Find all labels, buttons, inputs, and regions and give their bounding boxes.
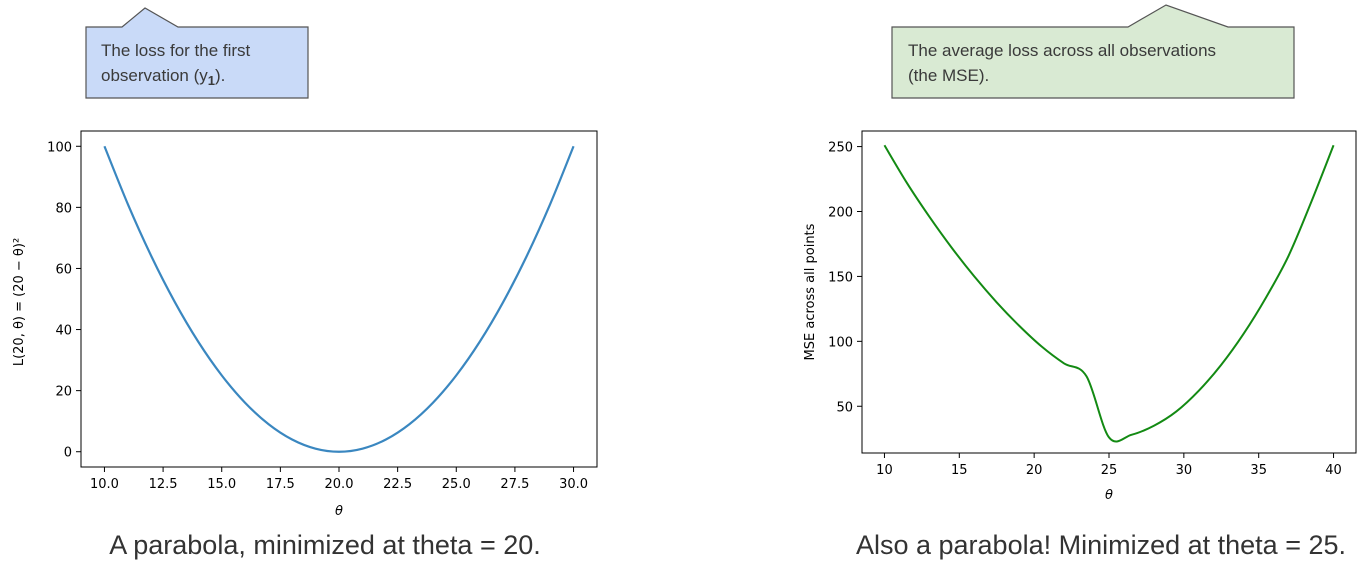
x-tick-label: 12.5 [149, 477, 178, 492]
y-tick-label: 50 [836, 400, 853, 415]
callout-1-line2: observation (y1). [101, 66, 225, 88]
callout-first-observation: The loss for the first observation (y1). [85, 7, 309, 99]
y-tick-label: 20 [55, 385, 72, 400]
x-ticks: 10 15 20 25 30 35 40 [876, 453, 1342, 478]
mse-chart: 50 100 150 200 250 10 15 20 25 30 35 40 θ MSE acro… [803, 130, 1357, 503]
y-tick-label: 100 [828, 335, 853, 350]
x-tick-label: 15.0 [207, 477, 236, 492]
callout-box-2 [891, 4, 1295, 99]
y-ticks: 50 100 150 200 250 [828, 141, 862, 415]
x-axis-label: θ [335, 504, 343, 519]
y-tick-label: 60 [55, 262, 72, 277]
y-tick-label: 250 [828, 141, 853, 156]
caption-right: Also a parabola! Minimized at theta = 25… [856, 530, 1346, 560]
y-tick-label: 200 [828, 206, 853, 221]
loss-chart-first-observation: 0 20 40 60 80 100 10.0 12.5 15.0 17.5 20.0 22.5 25.… [12, 130, 598, 519]
x-tick-label: 20 [1026, 463, 1043, 478]
x-tick-label: 35 [1250, 463, 1267, 478]
caption-left: A parabola, minimized at theta = 20. [109, 530, 541, 560]
x-tick-label: 40 [1325, 463, 1342, 478]
y-tick-label: 40 [55, 324, 72, 339]
y-tick-label: 100 [47, 140, 72, 155]
x-tick-label: 20.0 [325, 477, 354, 492]
callout-2-line1: The average loss across all observations [908, 41, 1216, 60]
callout-2-line2: (the MSE). [908, 66, 989, 85]
x-tick-label: 27.5 [500, 477, 529, 492]
y-axis-label: L(20, θ) = (20 − θ)² [12, 238, 27, 366]
x-tick-label: 25.0 [442, 477, 471, 492]
y-tick-label: 80 [55, 201, 72, 216]
x-tick-label: 30.0 [559, 477, 588, 492]
x-ticks: 10.0 12.5 15.0 17.5 20.0 22.5 25.0 27.5 30.0 [90, 467, 588, 492]
x-tick-label: 17.5 [266, 477, 295, 492]
callout-1-line1: The loss for the first [101, 41, 251, 60]
plot-frame [80, 130, 598, 468]
y-ticks: 0 20 40 60 80 100 [47, 140, 81, 461]
callout-box-1 [85, 7, 309, 99]
x-axis-label: θ [1105, 488, 1113, 503]
mse-curve [883, 144, 1335, 443]
plot-frame [861, 130, 1357, 454]
x-tick-label: 15 [951, 463, 968, 478]
loss-curve [103, 145, 575, 453]
x-tick-label: 10 [876, 463, 893, 478]
callout-mse: The average loss across all observations… [891, 4, 1295, 99]
x-tick-label: 10.0 [90, 477, 119, 492]
x-tick-label: 22.5 [383, 477, 412, 492]
x-tick-label: 25 [1101, 463, 1118, 478]
x-tick-label: 30 [1176, 463, 1193, 478]
y-tick-label: 0 [64, 446, 72, 461]
y-axis-label: MSE across all points [803, 223, 818, 360]
y-tick-label: 150 [828, 270, 853, 285]
